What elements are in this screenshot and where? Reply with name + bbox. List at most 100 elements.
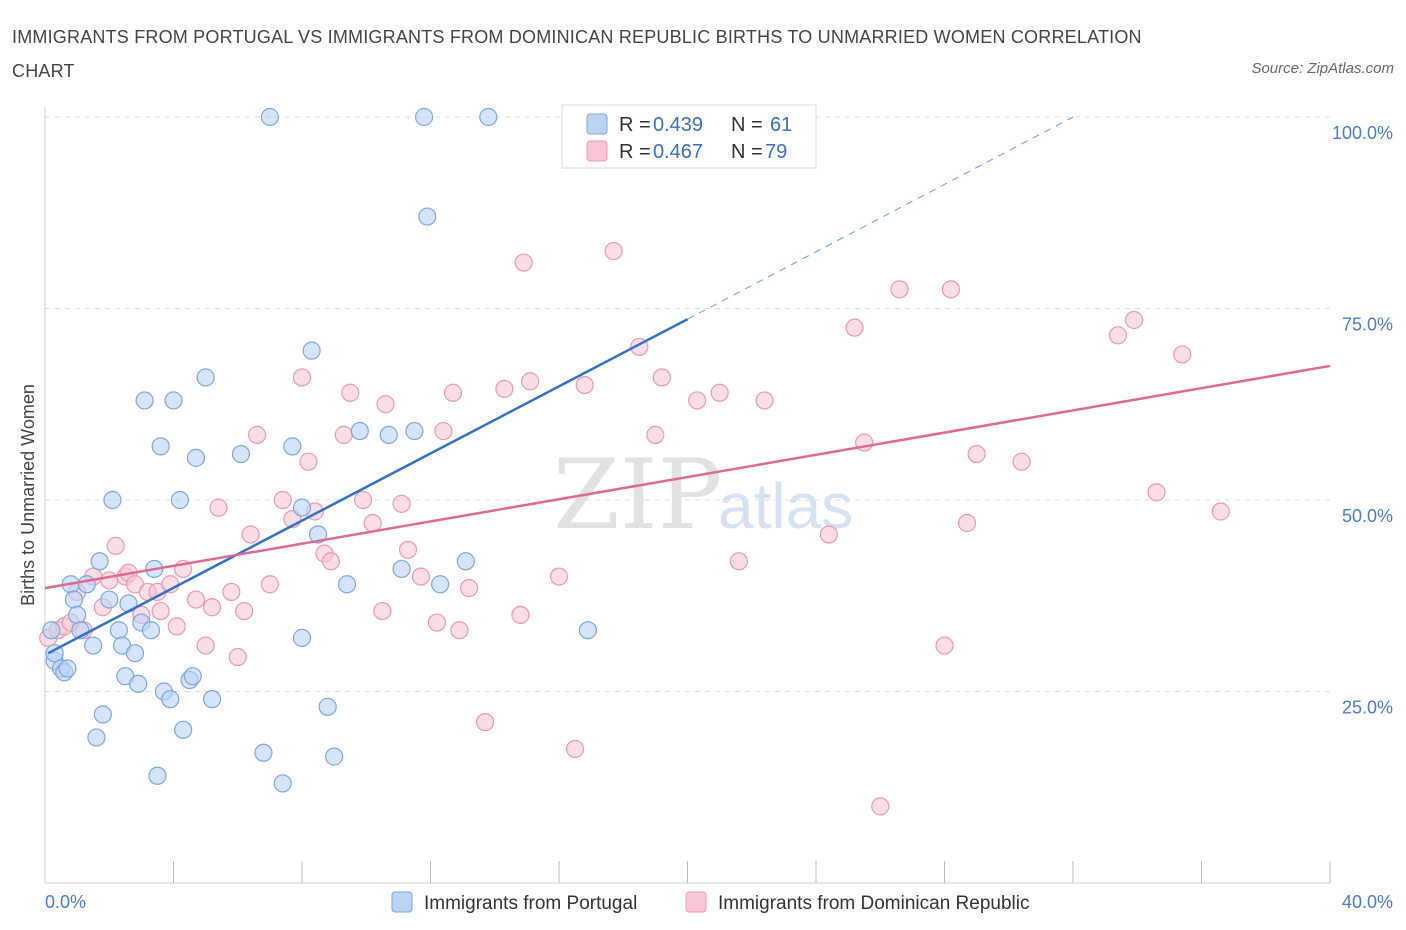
source-credit: Source: ZipAtlas.com: [1251, 60, 1394, 77]
legend-r-value-portugal: 0.439: [653, 114, 703, 136]
dominican-point-63: [688, 391, 707, 410]
portugal-point-52: [379, 425, 398, 444]
portugal-point-36: [186, 448, 206, 467]
dominican-point-41: [373, 601, 392, 621]
bottom-legend-label-portugal: Immigrants from Portugal: [424, 893, 637, 914]
series-portugal-points: [42, 107, 598, 793]
y-tick-labels: 100.0% 75.0% 50.0% 25.0%: [1332, 123, 1393, 718]
portugal-point-37: [196, 368, 215, 387]
dominican-trendline: [44, 364, 1331, 590]
dominican-point-61: [646, 425, 665, 444]
dominican-point-21: [196, 636, 215, 655]
portugal-point-51: [350, 421, 369, 441]
dominican-point-81: [871, 797, 890, 816]
legend-swatch-dominican: [586, 140, 608, 162]
x-tick-max: 40.0%: [1342, 892, 1393, 912]
legend-r-label-portugal: R =: [619, 114, 651, 136]
legend-box: R = 0.439 N = 61 R = 0.467 N = 79: [561, 104, 817, 169]
portugal-point-58: [456, 552, 475, 571]
dominican-point-78: [1147, 483, 1166, 502]
dominican-point-53: [511, 605, 530, 625]
dominican-point-43: [392, 494, 411, 513]
portugal-point-27: [148, 766, 167, 785]
portugal-point-12: [90, 552, 109, 571]
dominican-point-67: [819, 525, 838, 544]
dominican-point-71: [935, 636, 954, 655]
dominican-point-80: [1211, 502, 1230, 521]
dominican-point-20: [186, 590, 206, 609]
dominican-point-23: [209, 498, 228, 517]
dominican-point-55: [520, 372, 540, 391]
portugal-point-11: [84, 636, 103, 655]
portugal-point-17: [109, 621, 128, 640]
dominican-point-46: [427, 613, 447, 632]
dominican-point-54: [514, 253, 533, 272]
legend-n-value-dominican: 79: [765, 141, 787, 163]
legend-r-label-dominican: R =: [619, 141, 651, 163]
dominican-point-77: [1124, 310, 1144, 330]
dominican-point-16: [151, 601, 170, 621]
portugal-point-42: [273, 774, 292, 793]
portugal-point-22: [129, 674, 148, 693]
dominican-point-70: [890, 280, 909, 299]
legend-swatch-portugal: [586, 113, 608, 135]
bottom-legend-swatch-dominican: [685, 891, 707, 913]
dominican-point-76: [1108, 326, 1128, 345]
dominican-point-56: [549, 567, 569, 586]
legend-n-label-portugal: N =: [731, 114, 763, 136]
portugal-point-49: [325, 747, 344, 766]
dominican-point-74: [967, 444, 986, 464]
dominican-point-52: [495, 379, 514, 399]
dominican-point-24: [222, 582, 241, 602]
dominican-point-48: [443, 383, 463, 402]
dominican-point-40: [363, 513, 382, 533]
dominican-point-47: [434, 421, 453, 441]
y-axis-title: Births to Unmarried Women: [18, 384, 38, 606]
dominican-point-62: [652, 368, 671, 387]
portugal-point-60: [578, 621, 598, 640]
dominican-point-73: [957, 513, 977, 533]
portugal-point-46: [302, 341, 321, 360]
dominican-point-9: [106, 536, 125, 556]
portugal-point-35: [183, 667, 202, 686]
dominican-point-59: [604, 241, 623, 261]
dominican-point-58: [575, 376, 594, 395]
portugal-trendline: [47, 318, 689, 655]
dominican-point-8: [100, 571, 119, 590]
dominican-point-49: [450, 621, 469, 640]
dominican-point-44: [398, 540, 418, 559]
portugal-point-56: [414, 107, 434, 127]
y-tick-label-0: 100.0%: [1332, 123, 1393, 143]
portugal-point-47: [308, 525, 328, 544]
trendlines: [44, 116, 1331, 655]
portugal-point-48: [318, 697, 337, 716]
bottom-legend-label-dominican: Immigrants from Dominican Republic: [718, 893, 1030, 914]
dominican-point-64: [710, 383, 729, 402]
portugal-point-32: [170, 490, 190, 510]
chart-title: IMMIGRANTS FROM PORTUGAL VS IMMIGRANTS F…: [12, 27, 1142, 81]
dominican-point-32: [292, 368, 312, 387]
y-tick-label-1: 75.0%: [1342, 315, 1393, 335]
portugal-point-41: [260, 107, 279, 127]
legend-n-value-portugal: 61: [770, 114, 792, 136]
portugal-point-28: [151, 437, 170, 456]
portugal-point-44: [292, 628, 312, 647]
dominican-point-50: [459, 578, 479, 598]
dominican-point-45: [411, 567, 430, 586]
portugal-point-50: [337, 575, 357, 594]
dominican-point-68: [845, 318, 864, 337]
dominican-point-72: [941, 280, 961, 299]
dominican-point-65: [729, 552, 749, 571]
portugal-point-43: [283, 437, 302, 456]
portugal-point-59: [479, 107, 498, 127]
dominican-point-26: [235, 601, 254, 621]
portugal-point-33: [174, 720, 193, 739]
dominican-point-33: [299, 452, 318, 471]
portugal-point-24: [135, 391, 154, 410]
portugal-point-40: [254, 743, 273, 762]
portugal-point-53: [392, 559, 411, 579]
portugal-point-13: [93, 705, 112, 724]
portugal-point-55: [431, 575, 450, 594]
bottom-legend-swatch-portugal: [391, 891, 413, 913]
